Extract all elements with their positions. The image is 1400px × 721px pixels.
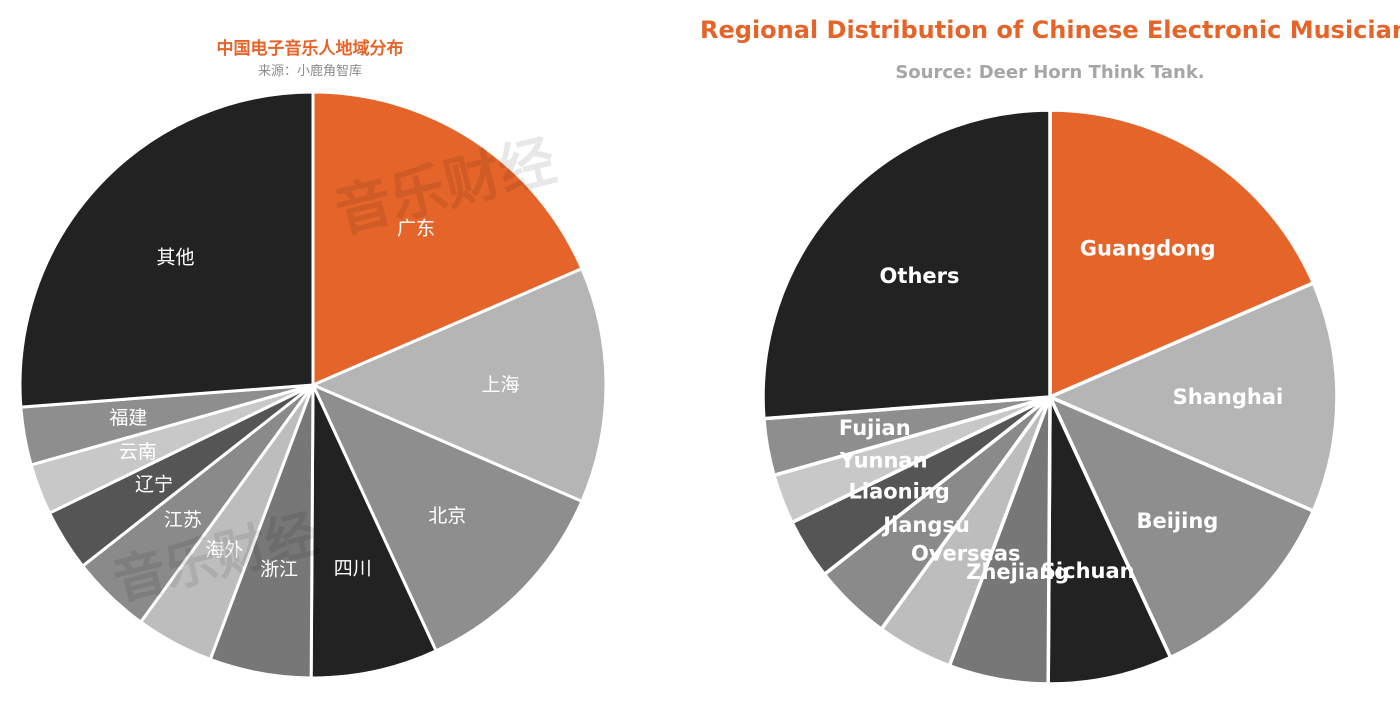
pie-label-zh-item-9: 福建	[109, 407, 147, 429]
chart-source-zh: 来源：小鹿角智库	[257, 64, 362, 79]
pie-slice-zh-item-3	[309, 383, 438, 680]
pie-slice-en-beijing	[1048, 395, 1316, 660]
pie-slice-en-shanghai	[1048, 281, 1339, 513]
pie-label-en-fujian: Fujian	[839, 416, 911, 440]
pie-label-en-liaoning: Liaoning	[849, 479, 950, 503]
pie-slice-zh-item-10	[18, 90, 315, 409]
pie-label-en-overseas: Overseas	[911, 542, 1021, 566]
pie-slice-zh-item-2	[311, 383, 584, 653]
pie-label-zh-item-1: 上海	[482, 374, 520, 396]
pie-label-en-beijing: Beijing	[1136, 509, 1218, 533]
pie-label-zh-item-2: 北京	[428, 505, 466, 527]
pie-slice-en-guangdong	[1048, 108, 1316, 399]
pie-label-zh-item-6: 江苏	[164, 509, 202, 531]
pie-label-en-shanghai: Shanghai	[1173, 385, 1284, 409]
pie-label-en-sichuan: Sichuan	[1041, 559, 1135, 583]
chart-title-en: Regional Distribution of Chinese Electro…	[700, 16, 1400, 44]
pie-label-en-zhejiang: Zhejiang	[966, 560, 1069, 584]
pie-label-en-guangdong: Guangdong	[1080, 236, 1216, 260]
pie-slice-zh-item-0	[311, 90, 584, 387]
chart-title-zh: 中国电子音乐人地域分布	[216, 39, 404, 59]
pie-label-zh-item-10: 其他	[156, 246, 194, 268]
chart-chinese: 中国电子音乐人地域分布 来源：小鹿角智库 广东上海北京四川 浙江 海外 江苏 辽宁 云南 福…	[0, 0, 620, 721]
pie-label-zh-item-4: 浙江	[260, 558, 298, 580]
pie-label-en-yunnan: Yunnan	[839, 448, 928, 472]
pie-slice-en-others	[761, 108, 1052, 421]
pie-label-en-others: Others	[880, 264, 960, 288]
pie-label-zh-item-3: 四川	[334, 557, 372, 579]
pie-slice-zh-item-1	[311, 267, 608, 503]
pie-label-zh-item-0: 广东	[397, 217, 435, 239]
pie-slice-en-sichuan	[1046, 395, 1173, 686]
pie-label-zh-item-8: 云南	[119, 441, 157, 463]
pie-label-zh-item-5: 海外	[205, 539, 243, 561]
chart-english: Regional Distribution of Chinese Electro…	[700, 0, 1400, 721]
chart-source-en: Source: Deer Horn Think Tank.	[895, 62, 1205, 83]
pie-chart-en: GuangdongShanghaiBeijingSichuanZhejiangO…	[761, 108, 1339, 686]
pie-label-en-jiangsu: Jiangsu	[881, 513, 970, 537]
pie-label-zh-item-7: 辽宁	[135, 473, 173, 495]
